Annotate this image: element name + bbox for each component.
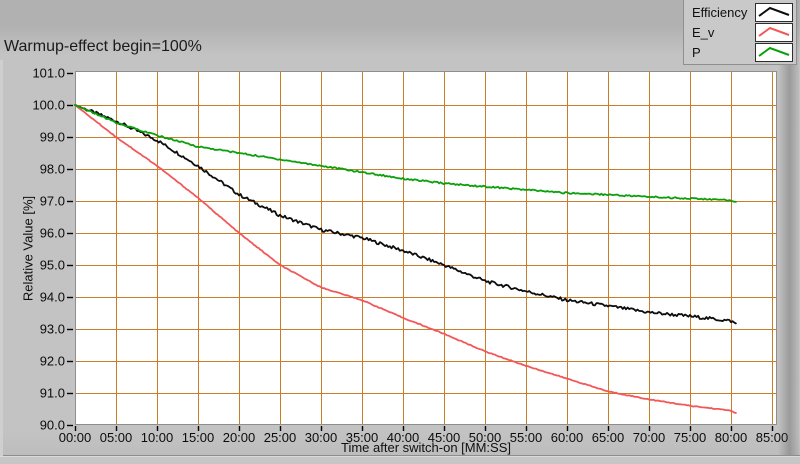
svg-text:93.0: 93.0 [40,322,65,337]
legend-line-sample-ev[interactable] [755,22,793,42]
legend-line-sample-p[interactable] [755,42,793,62]
svg-text:05:00: 05:00 [100,430,133,445]
legend-label-p: P [692,44,701,60]
legend-item-efficiency[interactable]: Efficiency [686,2,794,22]
svg-text:99.0: 99.0 [40,130,65,145]
svg-text:25:00: 25:00 [264,430,297,445]
svg-text:30:00: 30:00 [305,430,338,445]
svg-text:00:00: 00:00 [59,430,92,445]
svg-text:101.0: 101.0 [32,66,65,81]
window-left-highlight [0,60,3,456]
svg-text:85:00: 85:00 [756,430,789,445]
svg-text:94.0: 94.0 [40,290,65,305]
legend-line-sample-efficiency[interactable] [755,2,793,22]
window-right-shadow [778,0,799,456]
svg-text:60:00: 60:00 [551,430,584,445]
legend-label-ev: E_v [692,24,715,40]
svg-text:20:00: 20:00 [223,430,256,445]
series-line-e_v [74,104,737,414]
y-axis-label: Relative Value [%] [20,195,36,302]
svg-text:45:00: 45:00 [428,430,461,445]
svg-text:98.0: 98.0 [40,162,65,177]
series-line-p [74,104,737,203]
svg-text:91.0: 91.0 [40,386,65,401]
svg-text:50:00: 50:00 [469,430,502,445]
gridlines [76,72,776,424]
legend-item-p[interactable]: P [686,42,794,62]
svg-text:65:00: 65:00 [592,430,625,445]
plot-border [75,71,777,425]
svg-text:75:00: 75:00 [674,430,707,445]
x-axis-label: Time after switch-on [MM:SS] [341,440,511,455]
legend-label-efficiency: Efficiency [692,4,748,20]
svg-text:80:00: 80:00 [715,430,748,445]
chart-title: Warmup-effect begin=100% [4,38,202,55]
svg-text:55:00: 55:00 [510,430,543,445]
series-line-efficiency [74,104,737,325]
svg-text:15:00: 15:00 [182,430,215,445]
svg-text:90.0: 90.0 [40,418,65,433]
svg-text:10:00: 10:00 [141,430,174,445]
svg-text:70:00: 70:00 [633,430,666,445]
svg-text:96.0: 96.0 [40,226,65,241]
legend-item-ev[interactable]: E_v [686,22,794,42]
chart-legend: Efficiency E_v P [683,0,797,65]
svg-text:40:00: 40:00 [387,430,420,445]
plot-area [75,71,777,425]
svg-text:35:00: 35:00 [346,430,379,445]
svg-text:97.0: 97.0 [40,194,65,209]
svg-text:92.0: 92.0 [40,354,65,369]
window-bottom-bevel [0,455,800,464]
svg-text:95.0: 95.0 [40,258,65,273]
svg-text:100.0: 100.0 [32,98,65,113]
x-axis-ticks: 00:00 05:00 10:00 15:00 20:00 25:00 30:00 35:00… [59,426,789,445]
y-axis-ticks: 101.0 100.0 99.0 98.0 97.0 96.0 95.0 94.0 93.0 92… [32,66,73,433]
